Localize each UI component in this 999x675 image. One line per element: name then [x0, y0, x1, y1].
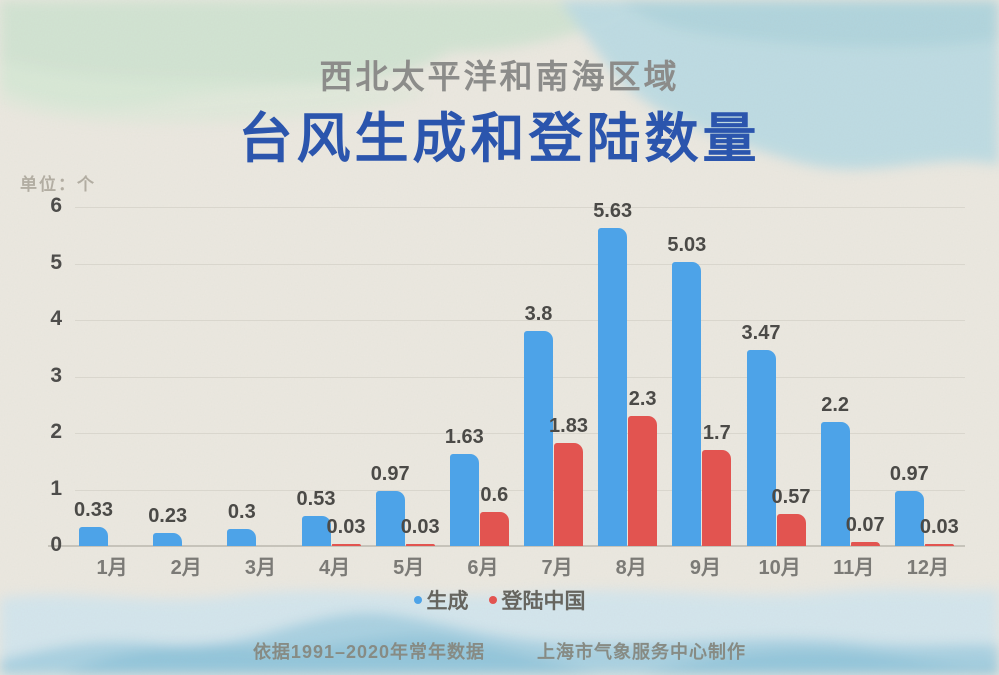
- chart-title: 台风生成和登陆数量: [238, 109, 761, 169]
- bar-landfall: [628, 416, 658, 546]
- x-category-label: 6月: [467, 557, 499, 579]
- value-label: 3.8: [524, 303, 553, 325]
- bar-generated: [820, 422, 850, 546]
- value-label: 0.03: [326, 516, 366, 538]
- value-label: 5.03: [667, 234, 707, 256]
- bar-landfall: [405, 544, 435, 546]
- bar-generated: [598, 228, 628, 546]
- x-category-label: 8月: [615, 557, 647, 579]
- legend-item-generated: 生成: [413, 585, 469, 615]
- footer: 依据1991–2020年常年数据 上海市气象服务中心制作: [0, 638, 999, 664]
- chart-subtitle: 西北太平洋和南海区域: [319, 58, 680, 95]
- bar-landfall: [331, 544, 361, 546]
- x-category-label: 12月: [906, 557, 950, 579]
- legend-label-generated: 生成: [426, 590, 469, 613]
- legend-item-landfall: 登陆中国: [488, 585, 586, 615]
- bar-landfall: [850, 542, 880, 546]
- y-tick-label: 1: [50, 476, 62, 500]
- bar-landfall: [479, 512, 509, 546]
- value-label: 0.03: [400, 516, 440, 538]
- month-group: 3.8 1.83 7月: [520, 207, 594, 579]
- value-label: 0.97: [889, 463, 929, 485]
- gridline: [75, 207, 965, 208]
- value-label: 0.23: [148, 505, 188, 527]
- legend-label-landfall: 登陆中国: [501, 590, 586, 613]
- month-group: 3.47 0.57 10月: [741, 207, 817, 579]
- y-tick-label: 3: [50, 363, 62, 387]
- month-group: 2.2 0.07 11月: [817, 207, 891, 579]
- value-label: 0.97: [370, 463, 410, 485]
- bar-generated: [894, 491, 924, 546]
- x-category-label: 1月: [96, 557, 128, 579]
- month-group: 1.63 0.6 6月: [444, 207, 520, 579]
- y-tick-label: 5: [50, 250, 62, 274]
- data-source-note: 依据1991–2020年常年数据: [252, 642, 486, 662]
- value-label: 0.07: [845, 514, 885, 536]
- value-label: 1.63: [444, 426, 484, 448]
- gridline: [75, 489, 965, 491]
- month-group: 5.03 1.7 9月: [667, 207, 742, 579]
- bar-generated: [301, 516, 331, 546]
- bar-generated: [524, 331, 553, 546]
- bar-generated: [672, 262, 702, 546]
- value-label: 0.33: [74, 499, 113, 521]
- x-category-label: 4月: [319, 557, 351, 579]
- month-group: 0.97 0.03 12月: [889, 207, 965, 579]
- value-label: 0.53: [296, 488, 336, 510]
- x-category-label: 3月: [244, 557, 276, 579]
- bar-landfall: [924, 544, 954, 546]
- y-tick-label: 6: [50, 194, 62, 217]
- bar-generated: [227, 529, 257, 546]
- bar-generated: [79, 527, 108, 546]
- y-tick-label: 0: [50, 533, 62, 556]
- gridline: [75, 376, 965, 378]
- credit-note: 上海市气象服务中心制作: [537, 642, 747, 662]
- x-axis-line: [48, 545, 965, 547]
- value-label: 0.57: [771, 486, 811, 508]
- value-label: 2.3: [628, 388, 657, 410]
- y-tick-label: 4: [50, 307, 62, 330]
- bar-landfall: [702, 450, 732, 546]
- x-category-label: 11月: [833, 557, 875, 579]
- value-label: 1.7: [702, 422, 731, 444]
- month-group: 0.3 3月: [223, 207, 297, 579]
- value-label: 1.83: [549, 415, 588, 437]
- month-group: 0.33 1月: [74, 207, 149, 579]
- legend-dot-generated-icon: [413, 596, 422, 604]
- x-category-label: 9月: [689, 557, 721, 579]
- value-label: 0.03: [919, 516, 959, 538]
- legend: 生成 登陆中国: [0, 585, 999, 615]
- bar-generated: [746, 350, 776, 546]
- x-category-label: 2月: [170, 557, 202, 579]
- gridline: [75, 320, 965, 321]
- month-group: 5.63 2.3 8月: [593, 200, 668, 579]
- month-group: 0.23 2月: [148, 207, 223, 579]
- gridline: [75, 263, 965, 265]
- bar-generated: [375, 491, 405, 546]
- month-group: 0.97 0.03 5月: [370, 207, 446, 579]
- value-label: 0.6: [480, 484, 509, 506]
- bar-landfall: [554, 443, 583, 546]
- value-label: 0.3: [227, 501, 256, 523]
- value-label: 3.47: [741, 322, 781, 344]
- x-category-label: 5月: [393, 557, 425, 579]
- gridline: [75, 433, 965, 434]
- value-label: 2.2: [821, 394, 850, 416]
- value-label: 5.63: [593, 200, 633, 222]
- month-group: 0.53 0.03 4月: [296, 207, 372, 579]
- plot-area: 0 1 2 3 4 5 6 0.33 1月 0.23 2月 0.3 3月 0.53 0.03 4月 0.97 0.…: [48, 194, 965, 579]
- unit-label: 单位：个: [20, 175, 96, 194]
- bar-generated: [449, 454, 479, 546]
- bar-landfall: [776, 514, 806, 546]
- x-category-label: 7月: [541, 557, 573, 579]
- y-tick-label: 2: [50, 420, 62, 443]
- legend-dot-landfall-icon: [488, 596, 497, 604]
- x-category-label: 10月: [758, 557, 801, 579]
- bar-generated: [153, 533, 183, 546]
